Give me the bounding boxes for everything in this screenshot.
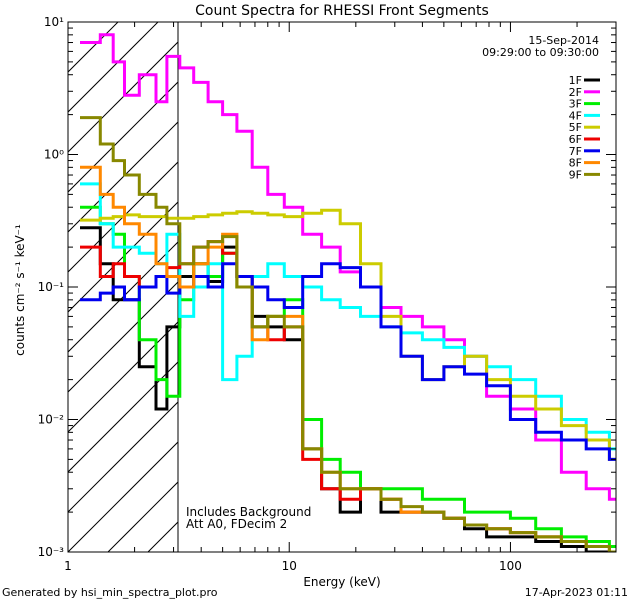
x-tick-label: 1 [64, 559, 72, 573]
hatch-line [68, 81, 178, 193]
annotation-attenuator: Att A0, FDecim 2 [186, 517, 287, 531]
time-range-label: 09:29:00 to 09:30:00 [482, 46, 599, 59]
chart-title: Count Spectra for RHESSI Front Segments [195, 3, 489, 19]
hatch-line [68, 22, 159, 113]
legend-label-7F: 7F [569, 145, 582, 158]
series-line-3F [80, 205, 616, 548]
series-lines [80, 33, 616, 552]
shaded-region [68, 22, 640, 552]
legend-label-8F: 8F [569, 157, 582, 170]
footer-timestamp: 17-Apr-2023 01:11 [525, 586, 628, 599]
hatch-line [348, 22, 640, 552]
legend-label-2F: 2F [569, 86, 582, 99]
hatch-line [68, 361, 178, 473]
legend-label-1F: 1F [569, 74, 582, 87]
x-tick-label: 100 [499, 559, 522, 573]
y-axis-label: counts cm⁻² s⁻¹ keV⁻¹ [13, 224, 27, 356]
legend-label-9F: 9F [569, 168, 582, 181]
y-tick-label: 10¹ [44, 15, 64, 29]
series-line-9F [80, 116, 616, 552]
y-tick-label: 10⁰ [44, 148, 64, 162]
series-line-7F [80, 262, 616, 461]
legend-label-4F: 4F [569, 109, 582, 122]
x-tick-label: 10 [282, 559, 297, 573]
legend-label-5F: 5F [569, 121, 582, 134]
y-tick-label: 10⁻³ [38, 545, 65, 559]
legend-label-3F: 3F [569, 98, 582, 111]
hatch-line [68, 241, 178, 353]
annotation-background: Includes Background [186, 505, 311, 519]
hatch-line [68, 441, 178, 552]
y-tick-label: 10⁻² [38, 413, 65, 427]
hatch-line [68, 201, 178, 313]
hatch-line [68, 41, 178, 153]
hatch-line [68, 281, 178, 393]
footer-generated-by: Generated by hsi_min_spectra_plot.pro [2, 586, 218, 599]
axes: 1 10 100 10⁻³ 10⁻² 10⁻¹ 10⁰ 10¹ [38, 15, 617, 573]
hatch-line [628, 22, 640, 552]
date-label: 15-Sep-2014 [528, 34, 599, 47]
hatch-line [68, 401, 178, 513]
y-tick-label: 10⁻¹ [38, 280, 65, 294]
x-axis-label: Energy (keV) [303, 575, 380, 589]
legend-label-6F: 6F [569, 133, 582, 146]
hatch-line [388, 22, 640, 552]
